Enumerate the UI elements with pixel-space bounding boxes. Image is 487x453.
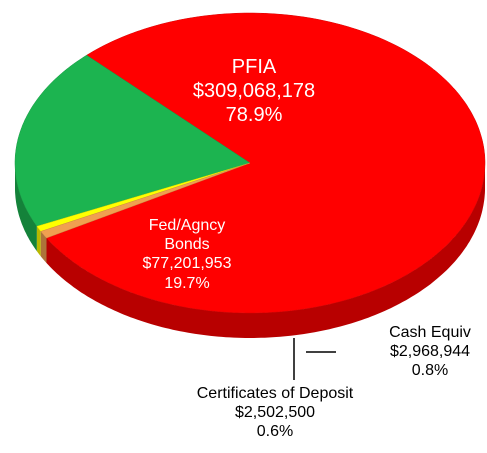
slice-percent: 78.9%	[225, 104, 283, 126]
pie-slice-side	[36, 226, 41, 257]
slice-name: Fed/Agncy Bonds	[148, 217, 226, 254]
slice-amount: $2,968,944	[389, 343, 471, 361]
pie-tops	[14, 12, 486, 314]
slice-name: PFIA	[231, 56, 277, 78]
pie-slice-side	[46, 163, 485, 338]
slice-amount: $2,502,500	[234, 404, 316, 422]
pie-slice	[46, 12, 486, 314]
slice-percent: 0.6%	[256, 423, 294, 441]
pie-sides	[15, 163, 485, 338]
slice-percent: 19.7%	[164, 274, 210, 292]
slice-amount: $77,201,953	[142, 255, 232, 273]
slice-amount: $309,068,178	[192, 80, 316, 102]
slice-name: Cash Equiv	[389, 324, 471, 341]
slice-percent: 0.8%	[411, 362, 449, 380]
pie-slice-side	[40, 231, 47, 263]
pie-slice-side	[15, 163, 37, 252]
slice-label: Certificates of Deposit $2,502,500 0.6%	[197, 384, 354, 442]
slice-label: PFIA $309,068,178 78.9%	[193, 55, 315, 127]
slice-label: Cash Equiv $2,968,944 0.8%	[389, 323, 471, 381]
slice-name: Certificates of Deposit	[196, 385, 354, 402]
pie-slice	[14, 54, 251, 227]
pie-slice	[40, 162, 251, 239]
slice-label: Fed/Agncy Bonds $77,201,953 19.7%	[137, 216, 237, 293]
